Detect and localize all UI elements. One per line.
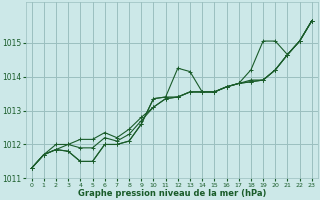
X-axis label: Graphe pression niveau de la mer (hPa): Graphe pression niveau de la mer (hPa) <box>77 189 266 198</box>
